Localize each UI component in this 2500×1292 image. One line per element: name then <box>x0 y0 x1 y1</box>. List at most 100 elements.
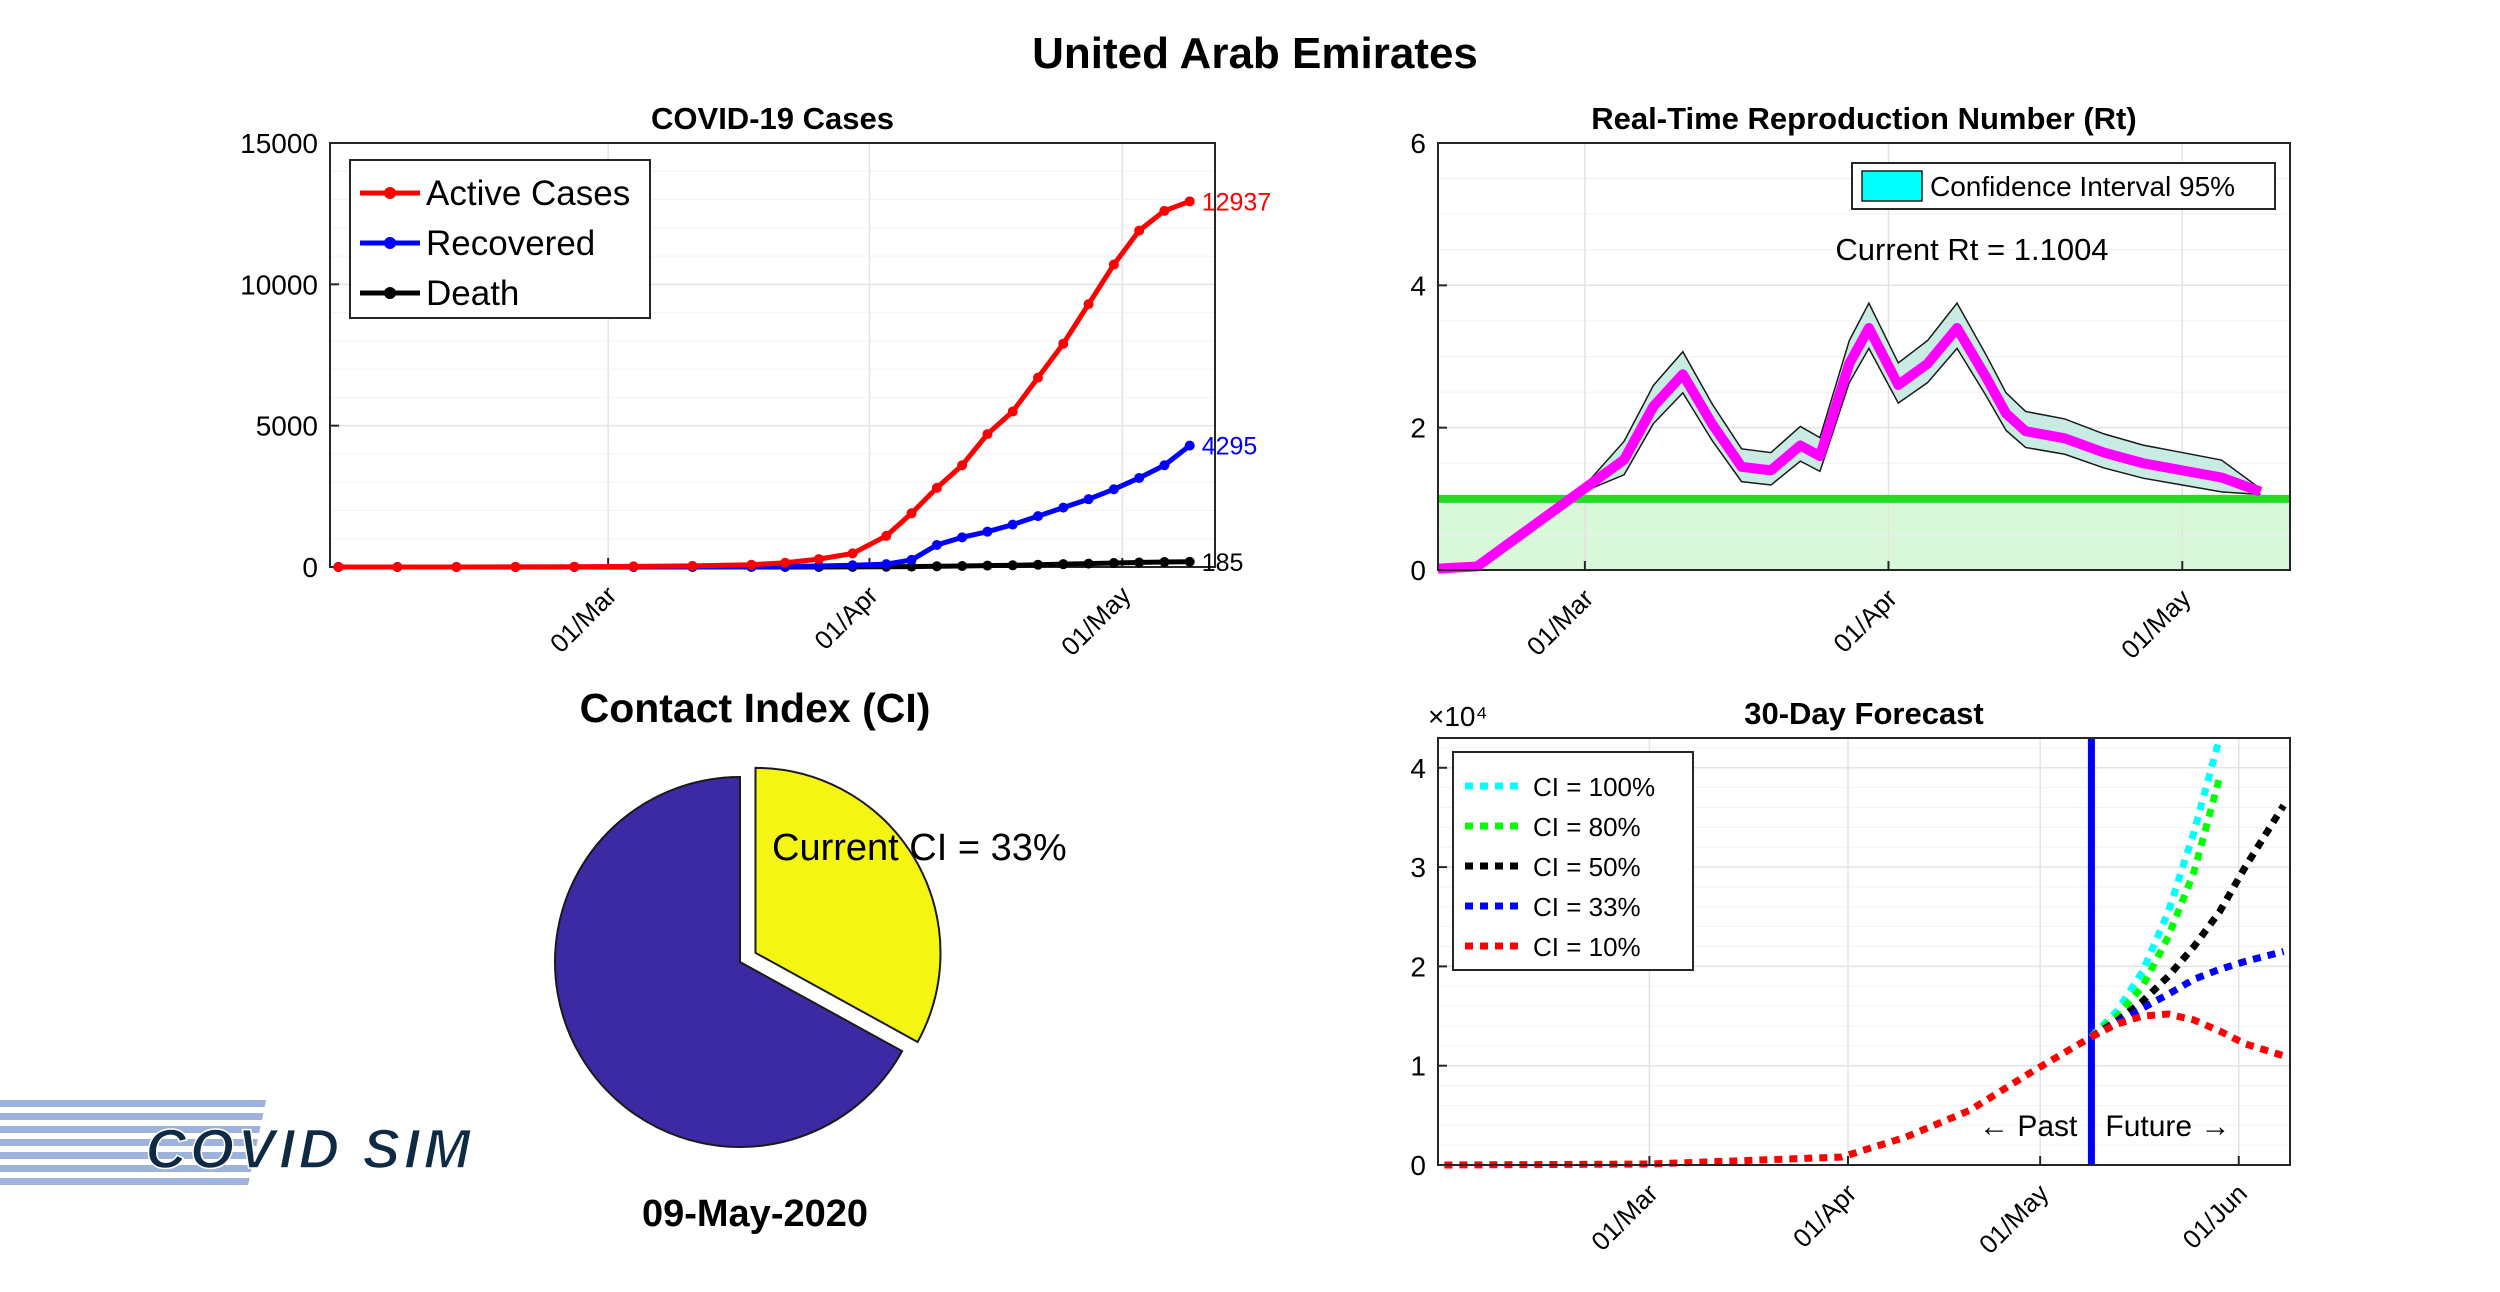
rt-y-tick-label: 0 <box>1410 555 1426 586</box>
forecast-y-tick-label: 3 <box>1410 852 1426 883</box>
forecast-series-80pct <box>2089 776 2223 1040</box>
forecast-legend-label: CI = 10% <box>1533 932 1641 962</box>
forecast-x-tick-label: 01/Jun <box>2177 1178 2253 1254</box>
rt-legend-label: Confidence Interval 95% <box>1930 171 2235 202</box>
rt-line <box>1437 323 2263 574</box>
cases-data-point <box>813 561 824 572</box>
cases-panel: 01/Mar 01/Apr 01/May 0 5000 10000 15000 COVID-1… <box>240 101 1271 662</box>
forecast-panel: 01/Mar 01/Apr 01/May 01/Jun 0 1 2 3 4×10⁴ 30-Day … <box>1410 696 2291 1260</box>
cases-data-point <box>1083 494 1094 505</box>
contact-index-title: Contact Index (CI) <box>580 685 931 731</box>
cases-data-point <box>847 548 858 559</box>
forecast-axes-box <box>1437 737 2291 1166</box>
cases-data-point <box>451 561 462 572</box>
cases-legend-label: Active Cases <box>426 174 630 213</box>
cases-legend-marker <box>384 187 396 199</box>
cases-data-point <box>1083 299 1094 310</box>
forecast-x-tick-label: 01/May <box>1973 1178 2055 1260</box>
cases-data-point <box>881 530 892 541</box>
cases-series-active-cases <box>338 198 1191 570</box>
pie-slice-current-ci <box>754 766 942 1044</box>
logo-text: COVID SIM <box>146 1117 474 1180</box>
cases-data-point <box>847 560 858 571</box>
forecast-legend-label: CI = 80% <box>1533 812 1641 842</box>
forecast-past-label: ← Past <box>1979 1110 2078 1143</box>
cases-data-point <box>1058 502 1069 513</box>
cases-data-point <box>906 554 917 565</box>
cases-data-point <box>1134 472 1145 483</box>
rt-y-tick-label: 4 <box>1410 270 1426 301</box>
cases-y-tick-label: 0 <box>302 552 318 583</box>
cases-end-label: 4295 <box>1202 433 1258 461</box>
cases-end-label: 185 <box>1202 549 1244 577</box>
cases-data-point <box>1108 259 1119 270</box>
cases-data-point <box>333 562 344 572</box>
cases-legend-marker <box>384 237 396 249</box>
cases-data-point <box>813 554 824 565</box>
cases-data-point <box>931 539 942 550</box>
cases-data-point <box>1007 519 1018 530</box>
forecast-y-tick-label: 1 <box>1410 1051 1426 1082</box>
cases-data-point <box>510 561 521 572</box>
cases-y-tick-label: 15000 <box>240 128 318 159</box>
contact-index-panel: Contact Index (CI) Current CI = 33% <box>554 685 1067 1148</box>
forecast-y-tick-label: 0 <box>1410 1150 1426 1181</box>
pie-label-current-ci: Current CI = 33% <box>772 827 1067 869</box>
rt-legend-swatch <box>1861 170 1923 202</box>
cases-data-point <box>1134 557 1145 568</box>
forecast-y-tick-label: 2 <box>1410 951 1426 982</box>
forecast-legend-box <box>1452 751 1694 971</box>
logo-stripes <box>0 1100 267 1185</box>
cases-data-point <box>881 559 892 570</box>
cases-title: COVID-19 Cases <box>651 101 894 136</box>
cases-data-point <box>1058 559 1069 570</box>
forecast-legend-label: CI = 50% <box>1533 852 1641 882</box>
cases-data-point <box>569 561 580 572</box>
cases-data-point <box>1184 440 1195 451</box>
cases-legend-label: Recovered <box>426 224 595 263</box>
cases-data-point <box>1033 511 1043 522</box>
cases-data-point <box>1159 460 1170 471</box>
rt-x-tick-label: 01/May <box>2115 583 2197 665</box>
forecast-legend-label: CI = 33% <box>1533 892 1641 922</box>
forecast-legend-label: CI = 100% <box>1533 772 1655 802</box>
figure-title: United Arab Emirates <box>1032 29 1478 78</box>
forecast-title: 30-Day Forecast <box>1744 696 1984 731</box>
cases-data-point <box>628 561 639 572</box>
cases-data-point <box>1033 372 1043 383</box>
cases-data-point <box>1083 558 1094 569</box>
cases-x-tick-label: 01/Apr <box>808 580 884 656</box>
rt-x-tick-label: 01/Apr <box>1827 583 1903 659</box>
cases-data-point <box>957 532 968 543</box>
pie-slice-remainder <box>554 775 904 1148</box>
rt-y-tick-label: 6 <box>1410 128 1426 159</box>
rt-band-lower-edge <box>1437 346 2261 571</box>
date-label: 09-May-2020 <box>642 1193 868 1235</box>
cases-x-tick-label: 01/Mar <box>544 580 623 659</box>
forecast-future-label: Future → <box>2105 1110 2230 1143</box>
cases-data-point <box>1134 225 1145 236</box>
cases-data-point <box>1159 205 1170 216</box>
cases-data-point <box>687 560 698 571</box>
forecast-y-multiplier: ×10⁴ <box>1428 701 1488 732</box>
cases-data-point <box>1108 558 1119 569</box>
forecast-x-tick-label: 01/Mar <box>1585 1178 1664 1257</box>
cases-data-point <box>1108 484 1119 495</box>
forecast-x-tick-label: 01/Apr <box>1787 1178 1863 1254</box>
cases-data-point <box>1184 196 1195 207</box>
cases-data-point <box>931 482 942 493</box>
cases-data-point <box>982 429 993 440</box>
forecast-series-10pct <box>2089 1010 2285 1060</box>
cases-legend-label: Death <box>426 274 519 313</box>
cases-data-point <box>906 508 917 519</box>
cases-x-tick-label: 01/May <box>1055 580 1137 662</box>
cases-data-point <box>982 526 993 537</box>
cases-data-point <box>1007 406 1018 417</box>
cases-legend-marker <box>384 287 396 299</box>
cases-data-point <box>957 561 968 572</box>
rt-panel: 01/Mar 01/Apr 01/May 0 2 4 6 Real-Time Reproduc… <box>1410 101 2291 665</box>
cases-data-point <box>931 561 942 572</box>
cases-y-tick-label: 10000 <box>240 269 318 300</box>
cases-data-point <box>1159 557 1170 568</box>
